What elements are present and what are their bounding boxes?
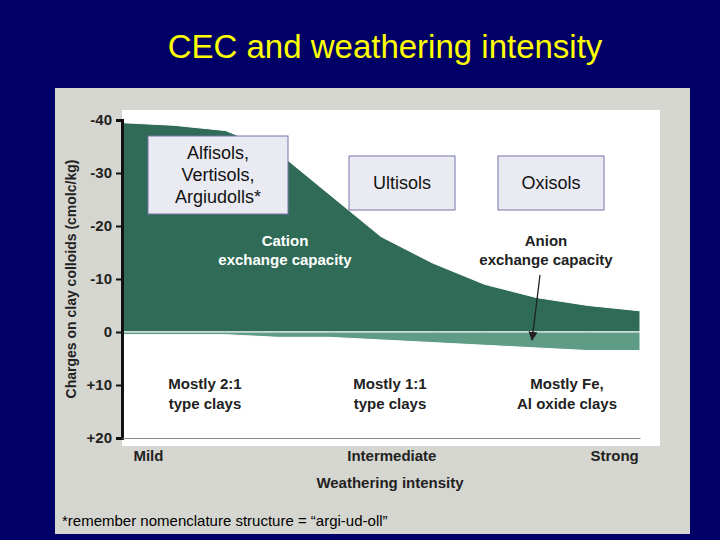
clay-annotation-line: Mostly 1:1 <box>353 375 426 392</box>
series-label: Anion exchange capacity <box>479 232 613 268</box>
clay-annotation-line: Mostly Fe, <box>530 375 603 392</box>
series-label-line: exchange capacity <box>479 251 613 268</box>
y-tick-label: +10 <box>87 376 112 393</box>
soil-order-box <box>349 156 455 210</box>
soil-order-line: Oxisols <box>521 173 580 193</box>
clay-annotation: Mostly 2:1 type clays <box>168 375 241 412</box>
area-1 <box>122 332 640 351</box>
clay-annotation-line: Al oxide clays <box>517 395 617 412</box>
x-tick-label: Strong <box>590 447 638 464</box>
x-axis-title: Weathering intensity <box>316 474 464 491</box>
slide-background <box>0 0 720 540</box>
soil-order-box <box>148 136 288 214</box>
y-tick-mark <box>116 226 122 228</box>
y-tick: 0 <box>104 323 122 340</box>
clay-annotation-line: type clays <box>354 395 427 412</box>
x-axis-line <box>123 438 641 439</box>
y-tick-mark <box>116 385 122 387</box>
footnote: *remember nomenclature structure = “argi… <box>62 512 388 529</box>
clay-annotation-line: Mostly 2:1 <box>168 375 241 392</box>
y-axis: -40 -30 -20 -10 0 +10 +20 <box>87 111 123 446</box>
y-tick-mark <box>116 332 122 334</box>
soil-order-label: Ultisols <box>373 173 431 193</box>
clay-annotation: Mostly 1:1 type clays <box>353 375 426 412</box>
x-tick-label: Mild <box>133 447 163 464</box>
y-axis-line <box>116 121 123 439</box>
x-tick-label: Intermediate <box>347 447 436 464</box>
pointer-arrow <box>532 275 540 340</box>
y-tick-label: +20 <box>87 429 112 446</box>
soil-order-box <box>498 156 604 210</box>
y-tick-mark <box>116 438 122 440</box>
slide: CEC and weathering intensity -40 -30 -20 -10… <box>0 0 720 540</box>
clay-annotation-line: type clays <box>169 395 242 412</box>
y-tick: -30 <box>90 164 122 181</box>
y-tick-label: -30 <box>90 164 112 181</box>
series-label-line: Cation <box>262 232 309 249</box>
y-tick-label: 0 <box>104 323 112 340</box>
y-tick: +10 <box>87 376 122 393</box>
series-label-line: Anion <box>525 232 568 249</box>
soil-order-line: Vertisols, <box>181 165 254 185</box>
y-tick-label: -40 <box>90 111 112 128</box>
series-label: Cation exchange capacity <box>218 232 352 268</box>
soil-order-line: Ultisols <box>373 173 431 193</box>
y-tick-mark <box>116 173 122 175</box>
soil-order-label: Alfisols,Vertisols,Argiudolls* <box>175 143 261 207</box>
soil-order-line: Alfisols, <box>187 143 249 163</box>
x-tick: Strong <box>590 438 638 464</box>
plot-background <box>122 110 660 446</box>
y-tick: -20 <box>90 217 122 234</box>
x-axis: Mild Intermediate Strong <box>123 438 641 464</box>
y-tick-mark <box>116 120 122 122</box>
y-tick: -40 <box>90 111 122 128</box>
soil-order-line: Argiudolls* <box>175 187 261 207</box>
clay-annotation: Mostly Fe, Al oxide clays <box>517 375 617 412</box>
series-label-line: exchange capacity <box>218 251 352 268</box>
x-tick: Mild <box>133 438 163 464</box>
y-tick-label: -20 <box>90 217 112 234</box>
y-tick: -10 <box>90 270 122 287</box>
y-tick-mark <box>116 279 122 281</box>
y-axis-title: Charges on clay colloids (cmolc/kg) <box>63 160 79 399</box>
plot-area <box>122 123 640 351</box>
chart-frame <box>55 88 690 534</box>
area-0 <box>122 123 640 332</box>
y-tick-label: -10 <box>90 270 112 287</box>
soil-order-label: Oxisols <box>521 173 580 193</box>
slide-title: CEC and weathering intensity <box>168 28 603 65</box>
x-tick: Intermediate <box>347 438 436 464</box>
y-tick: +20 <box>87 429 122 446</box>
